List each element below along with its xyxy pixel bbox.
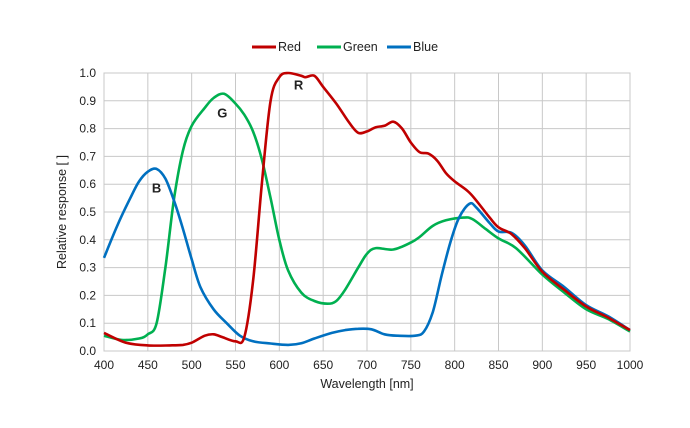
legend-label-green: Green	[343, 40, 378, 54]
y-tick-label: 0.5	[79, 205, 96, 219]
x-tick-label: 600	[269, 358, 289, 372]
y-tick-label: 0.1	[79, 316, 96, 330]
x-tick-label: 850	[488, 358, 508, 372]
x-tick-label: 950	[576, 358, 596, 372]
x-tick-label: 550	[225, 358, 245, 372]
x-tick-label: 800	[445, 358, 465, 372]
series-label-green: G	[217, 105, 227, 120]
y-tick-label: 0.9	[79, 94, 96, 108]
legend-label-red: Red	[278, 40, 301, 54]
y-tick-label: 0.4	[79, 233, 96, 247]
x-tick-label: 900	[532, 358, 552, 372]
x-tick-label: 650	[313, 358, 333, 372]
legend: Red Green Blue	[252, 40, 438, 54]
series-label-red: R	[294, 78, 304, 93]
y-tick-label: 0.6	[79, 177, 96, 191]
series-line-green	[103, 92, 631, 342]
x-tick-label: 700	[357, 358, 377, 372]
plot-area	[103, 72, 631, 352]
series-labels: R G B	[152, 78, 304, 196]
y-tick-label: 1.0	[79, 66, 96, 80]
y-axis-label: Relative response [ ]	[55, 155, 69, 269]
series-line-blue	[102, 167, 631, 347]
y-tick-label: 0.3	[79, 261, 96, 275]
grid	[103, 72, 631, 352]
tick-labels: 400 450 500 550 600 650 700 750 800 850 900 950 1000…	[79, 66, 643, 372]
series-label-blue: B	[152, 181, 161, 196]
x-tick-label: 400	[94, 358, 114, 372]
x-tick-label: 500	[182, 358, 202, 372]
y-tick-label: 0.7	[79, 149, 96, 163]
series-lines	[102, 71, 631, 347]
series-line-red	[103, 71, 631, 347]
legend-label-blue: Blue	[413, 40, 438, 54]
y-tick-label: 0.8	[79, 122, 96, 136]
x-tick-label: 1000	[617, 358, 644, 372]
x-tick-label: 450	[138, 358, 158, 372]
y-tick-label: 0.0	[79, 344, 96, 358]
y-tick-label: 0.2	[79, 288, 96, 302]
x-axis-label: Wavelength [nm]	[320, 377, 413, 391]
x-tick-label: 750	[401, 358, 421, 372]
